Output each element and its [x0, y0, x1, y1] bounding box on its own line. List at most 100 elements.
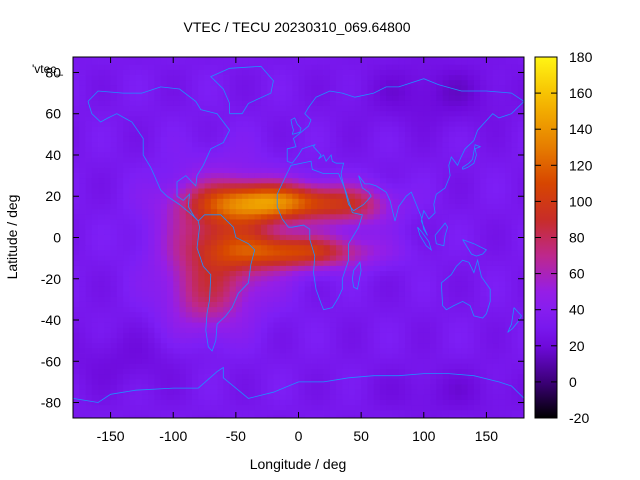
heatmap-cell — [204, 281, 212, 287]
heatmap-cell — [91, 317, 99, 323]
heatmap-cell — [473, 363, 481, 370]
heatmap-cell — [336, 111, 343, 117]
heatmap-cell — [298, 405, 306, 411]
heatmap-cell — [248, 250, 256, 256]
heatmap-cell — [411, 405, 418, 411]
heatmap-cell — [173, 59, 180, 66]
heatmap-cell — [223, 111, 230, 117]
heatmap-cell — [148, 286, 155, 293]
heatmap-cell — [404, 312, 412, 318]
heatmap-cell — [98, 121, 105, 128]
heatmap-cell — [455, 183, 462, 189]
heatmap-cell — [235, 363, 243, 370]
heatmap-cell — [398, 363, 406, 370]
heatmap-cell — [73, 80, 80, 86]
heatmap-cell — [242, 301, 249, 308]
heatmap-cell — [285, 131, 293, 138]
heatmap-cell — [448, 317, 456, 323]
heatmap-cell — [442, 64, 450, 71]
heatmap-cell — [467, 317, 475, 323]
heatmap-cell — [217, 136, 224, 143]
heatmap-cell — [323, 173, 331, 179]
heatmap-cell — [398, 374, 406, 380]
heatmap-cell — [154, 57, 162, 60]
heatmap-cell — [260, 75, 268, 81]
heatmap-cell — [123, 136, 130, 143]
heatmap-cell — [430, 296, 437, 303]
heatmap-cell — [430, 250, 437, 256]
heatmap-cell — [204, 95, 212, 102]
heatmap-cell — [85, 317, 93, 323]
heatmap-cell — [323, 209, 331, 215]
heatmap-cell — [110, 193, 118, 200]
heatmap-cell — [323, 369, 331, 375]
heatmap-cell — [517, 240, 525, 246]
heatmap-cell — [98, 209, 105, 215]
heatmap-cell — [260, 322, 268, 329]
heatmap-cell — [91, 338, 99, 344]
heatmap-cell — [386, 188, 393, 195]
heatmap-cell — [204, 214, 212, 220]
heatmap-cell — [79, 111, 86, 117]
heatmap-cell — [298, 250, 306, 256]
heatmap-cell — [141, 332, 149, 339]
heatmap-cell — [505, 234, 512, 241]
heatmap-cell — [311, 234, 318, 241]
heatmap-cell — [229, 157, 237, 164]
heatmap-cell — [248, 105, 256, 112]
heatmap-cell — [392, 85, 400, 91]
heatmap-cell — [98, 100, 105, 107]
heatmap-cell — [323, 57, 331, 60]
heatmap-cell — [511, 75, 519, 81]
heatmap-cell — [135, 126, 143, 133]
heatmap-cell — [267, 307, 274, 313]
heatmap-cell — [223, 183, 230, 189]
heatmap-cell — [104, 296, 111, 303]
heatmap-cell — [473, 348, 481, 354]
heatmap-cell — [373, 157, 381, 164]
heatmap-cell — [417, 64, 425, 71]
heatmap-cell — [442, 369, 450, 375]
heatmap-cell — [116, 57, 124, 60]
heatmap-cell — [204, 312, 212, 318]
heatmap-cell — [467, 332, 475, 339]
heatmap-cell — [417, 111, 425, 117]
heatmap-cell — [336, 136, 343, 143]
heatmap-cell — [267, 121, 274, 128]
heatmap-cell — [498, 338, 506, 344]
heatmap-cell — [204, 178, 212, 184]
heatmap-cell — [448, 136, 456, 143]
heatmap-cell — [279, 240, 287, 246]
heatmap-cell — [411, 183, 418, 189]
heatmap-cell — [473, 64, 481, 71]
heatmap-cell — [392, 59, 400, 66]
heatmap-cell — [135, 307, 143, 313]
heatmap-cell — [398, 105, 406, 112]
heatmap-cell — [386, 348, 393, 354]
heatmap-cell — [217, 126, 224, 133]
heatmap-cell — [267, 353, 274, 360]
heatmap-cell — [336, 64, 343, 71]
heatmap-cell — [210, 178, 218, 184]
heatmap-cell — [404, 384, 412, 391]
heatmap-cell — [461, 286, 469, 293]
heatmap-cell — [367, 394, 375, 401]
heatmap-cell — [160, 358, 168, 365]
heatmap-cell — [423, 59, 431, 66]
heatmap-cell — [192, 317, 199, 323]
heatmap-cell — [223, 399, 230, 406]
heatmap-cell — [154, 126, 162, 133]
heatmap-cell — [135, 301, 143, 308]
heatmap-cell — [311, 59, 318, 66]
heatmap-cell — [192, 121, 199, 128]
heatmap-cell — [398, 152, 406, 158]
heatmap-cell — [235, 271, 243, 277]
heatmap-cell — [198, 162, 205, 169]
heatmap-cell — [116, 80, 124, 86]
heatmap-cell — [442, 291, 450, 298]
heatmap-cell — [116, 147, 124, 153]
heatmap-cell — [486, 95, 494, 102]
heatmap-cell — [179, 374, 187, 380]
heatmap-cell — [392, 307, 400, 313]
heatmap-cell — [217, 178, 224, 184]
